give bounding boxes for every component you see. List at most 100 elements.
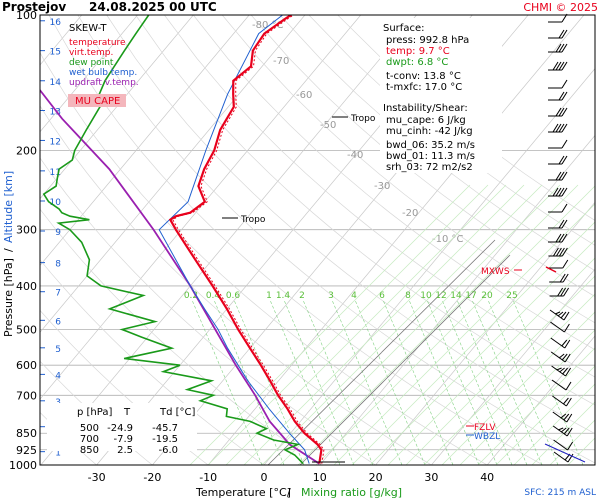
moist-adiabat	[243, 184, 525, 465]
isotherm	[431, 268, 595, 465]
mixing-ratio-label: 14	[450, 291, 462, 301]
series-layer	[40, 15, 345, 465]
km-tick-14: 14	[50, 78, 62, 88]
moist-adiabat	[531, 401, 595, 465]
x-tick-10: 10	[313, 471, 327, 484]
dry-adiabat	[308, 15, 595, 246]
km-tick-6: 6	[55, 317, 61, 327]
moist-adiabat	[369, 239, 595, 465]
wind-barbs	[544, 13, 586, 463]
moist-adiabat	[261, 184, 543, 465]
x-tick--20: -20	[143, 471, 161, 484]
p-tick-925: 925	[16, 444, 37, 457]
isotherm-label: -30	[374, 181, 390, 192]
dry-adiabat	[40, 51, 488, 465]
wbzl-label: WBZL	[474, 432, 500, 442]
wind-barb	[549, 287, 570, 297]
wind-barb	[548, 139, 568, 149]
wind-barb	[551, 365, 572, 377]
virt-temp-line	[172, 15, 325, 464]
mixing-ratio-line	[382, 299, 454, 465]
dry-adiabat	[48, 15, 544, 465]
wind-barb	[550, 321, 570, 333]
x-tick--10: -10	[199, 471, 217, 484]
wind-barb	[548, 61, 568, 71]
altitude-axis-label: Altitude [km]	[2, 171, 15, 243]
plot-border	[39, 14, 596, 466]
moist-adiabat	[495, 365, 595, 465]
temperature-line	[168, 15, 323, 464]
km-tick-4: 4	[55, 371, 61, 381]
mixing-ratio-label: 4	[351, 291, 357, 301]
reference-line	[267, 239, 496, 465]
moist-adiabat	[207, 184, 489, 465]
levels-cell: -7.9	[113, 434, 133, 445]
moist-adiabat	[279, 184, 561, 465]
instability-row: mu_cinh: -42 J/kg	[386, 126, 473, 137]
moist-adiabat	[387, 257, 595, 465]
surface-row: t-mxfc: 17.0 °C	[386, 82, 462, 93]
tropopause-marker-upper: Tropo	[332, 114, 376, 124]
instability-title: Instability/Shear:	[383, 103, 468, 114]
x-axis-label: Temperature [°C]	[195, 486, 291, 499]
moist-adiabat	[477, 347, 595, 465]
levels-header: T	[123, 407, 131, 418]
wind-barb	[552, 411, 573, 423]
x-tick--30: -30	[88, 471, 106, 484]
wind-barb	[548, 91, 568, 101]
wetbulb-line	[158, 15, 310, 464]
legend-item: updraft v.temp.	[69, 78, 139, 88]
updraft-line	[40, 88, 320, 465]
legend-item: temperature	[69, 38, 126, 48]
dry-adiabat	[106, 15, 595, 435]
mxws-label: MXWS	[481, 267, 510, 277]
mixing-ratio-line	[283, 299, 355, 465]
moist-adiabat	[225, 184, 507, 465]
tropopause-marker-lower: Tropo	[222, 215, 266, 225]
dry-adiabat	[135, 15, 595, 406]
y-axis-separator: /	[2, 248, 15, 252]
y-axis-label: Pressure [hPa]	[2, 258, 15, 337]
mu-cape-label: MU CAPE	[75, 96, 120, 107]
skewt-label: SKEW-T	[69, 23, 107, 34]
surface-row: press: 992.8 hPa	[386, 35, 469, 46]
levels-cell: -24.9	[107, 423, 133, 434]
moist-adiabat	[315, 185, 595, 465]
wind-barb	[548, 79, 568, 89]
fzlv-marker: FZLV	[466, 423, 496, 433]
mixing-ratio-label: 20	[481, 291, 493, 301]
legend-item: virt.temp.	[69, 48, 113, 58]
mixing-ratio-label: 6	[379, 291, 385, 301]
levels-header: p [hPa]	[77, 407, 112, 418]
mixing-ratio-label: 0.6	[226, 291, 241, 301]
wind-barb	[548, 43, 568, 53]
isotherm	[40, 15, 138, 133]
surface-row: dwpt: 6.8 °C	[386, 57, 448, 68]
wind-barb	[548, 187, 568, 197]
mixing-ratio-label: 10	[420, 291, 432, 301]
dry-adiabat	[250, 15, 595, 297]
moist-adiabat	[441, 311, 595, 465]
sfc-label: SFC: 215 m ASL	[524, 488, 596, 498]
levels-cell: 500	[80, 423, 99, 434]
wind-barb	[548, 155, 568, 165]
isotherm	[319, 134, 595, 465]
p-tick-500: 500	[16, 324, 37, 337]
levels-cell: 700	[80, 434, 99, 445]
moist-adiabat	[333, 203, 595, 465]
wind-barb	[552, 425, 573, 437]
isotherm	[40, 15, 362, 400]
wind-barb	[553, 439, 574, 451]
km-tick-11: 11	[50, 168, 61, 178]
levels-cell: -6.0	[158, 445, 178, 456]
isotherm-label: -40	[347, 150, 363, 161]
isotherm	[40, 15, 306, 333]
surface-row: t-conv: 13.8 °C	[386, 71, 461, 82]
isotherm	[40, 15, 194, 200]
mixing-ratio-axis-label: Mixing ratio [g/kg]	[301, 486, 402, 499]
p-tick-700: 700	[16, 389, 37, 402]
wind-barb	[549, 273, 569, 283]
moist-adiabat	[459, 329, 595, 465]
wind-barb	[549, 309, 570, 321]
